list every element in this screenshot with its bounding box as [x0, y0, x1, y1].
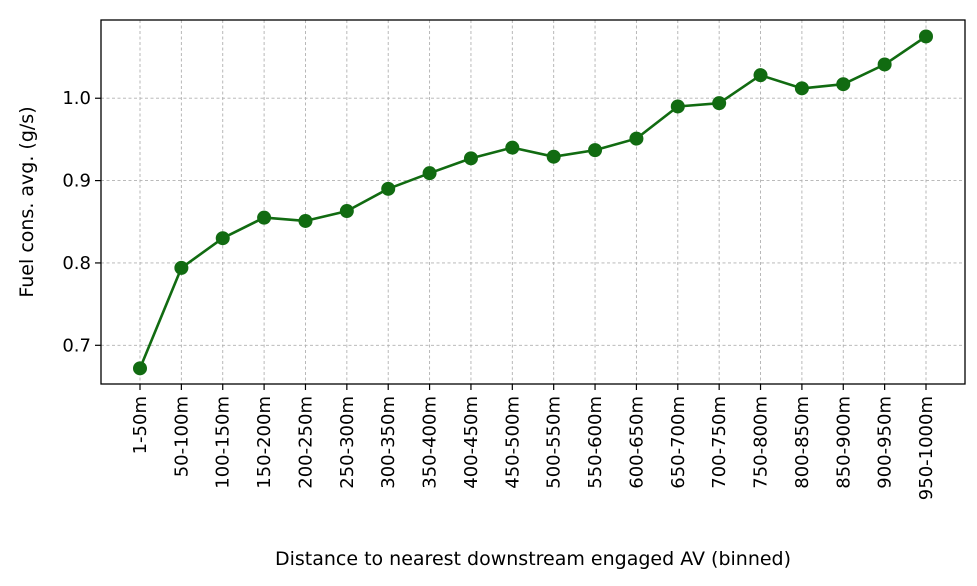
x-tick-label: 250-300m: [337, 396, 358, 489]
plot-frame: [100, 19, 966, 385]
grid-lines: [101, 20, 965, 384]
x-tick-label: 850-900m: [833, 396, 854, 489]
x-tick-label: 700-750m: [709, 396, 730, 489]
x-tick-label: 450-500m: [502, 396, 523, 489]
x-tick-label: 500-550m: [544, 396, 565, 489]
y-tick-label: 1.0: [62, 88, 91, 109]
x-axis-title: Distance to nearest downstream engaged A…: [275, 548, 791, 570]
data-point: [505, 140, 520, 155]
x-tick-label: 800-850m: [792, 396, 813, 489]
x-tick-label: 600-650m: [626, 396, 647, 489]
data-point: [753, 68, 768, 83]
data-point: [629, 131, 644, 146]
x-tick-label: 550-600m: [585, 396, 606, 489]
axes: 0.7 0.8 0.9 1.0 1-50m 50-100m 100-150m 150-200m…: [62, 88, 937, 500]
y-tick-label: 0.7: [62, 335, 91, 356]
data-point: [298, 213, 313, 228]
x-tick-label: 650-700m: [668, 396, 689, 489]
series-line: [133, 29, 933, 376]
x-tick-label: 150-200m: [254, 396, 275, 489]
data-point: [670, 99, 685, 114]
y-tick-label: 0.9: [62, 171, 91, 192]
x-tick-label: 750-800m: [751, 396, 772, 489]
data-point: [877, 57, 892, 72]
data-point: [712, 96, 727, 111]
data-point: [919, 29, 933, 44]
data-point: [422, 166, 437, 181]
data-point: [174, 260, 189, 275]
data-point: [463, 151, 478, 166]
data-point: [546, 149, 561, 164]
data-point: [215, 231, 230, 246]
data-point: [257, 210, 272, 225]
x-tick-label: 50-100m: [171, 396, 192, 477]
y-axis-title: Fuel cons. avg. (g/s): [16, 106, 38, 297]
x-tick-label: 400-450m: [461, 396, 482, 489]
x-tick-label: 950-1000m: [916, 396, 937, 500]
x-tick-label: 200-250m: [295, 396, 316, 489]
x-tick-label: 100-150m: [213, 396, 234, 489]
data-point: [339, 204, 354, 219]
data-point: [794, 81, 809, 96]
x-tick-label: 900-950m: [875, 396, 896, 489]
y-tick-label: 0.8: [62, 253, 91, 274]
data-point: [381, 181, 396, 196]
x-tick-label: 1-50m: [130, 396, 151, 454]
data-point: [836, 77, 851, 92]
data-point: [133, 361, 147, 376]
data-point: [588, 143, 603, 158]
x-tick-label: 350-400m: [420, 396, 441, 489]
x-tick-label: 300-350m: [378, 396, 399, 489]
